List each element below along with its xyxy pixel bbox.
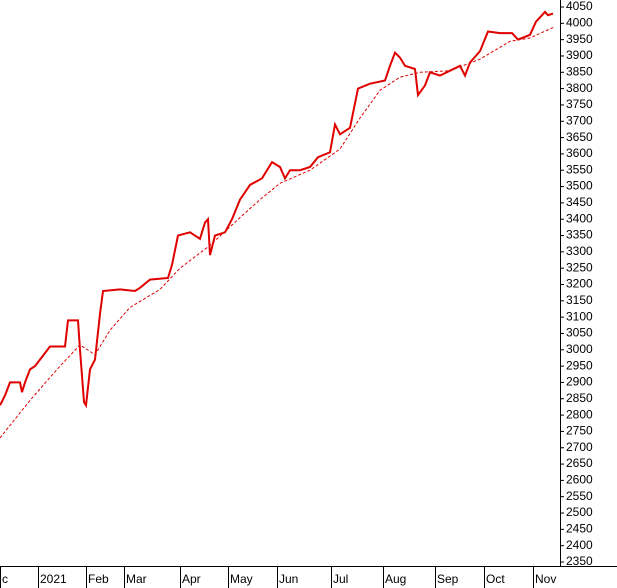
y-tick-label: 3450	[566, 195, 593, 209]
y-tick-label: 3400	[566, 211, 593, 225]
y-tick-label: 2700	[566, 440, 593, 454]
price-line	[0, 10, 554, 409]
y-tick-label: 2350	[566, 554, 593, 568]
x-tick-label: Apr	[182, 572, 201, 586]
y-tick-label: 3250	[566, 260, 593, 274]
y-tick-label: 3800	[566, 81, 593, 95]
y-tick-label: 2800	[566, 407, 593, 421]
y-tick-label: 2550	[566, 489, 593, 503]
y-tick-label: 3000	[566, 342, 593, 356]
y-tick-label: 3750	[566, 97, 593, 111]
y-tick-label: 2750	[566, 424, 593, 438]
y-tick-label: 3900	[566, 48, 593, 62]
y-tick-label: 3050	[566, 326, 593, 340]
x-tick-label: May	[230, 572, 253, 586]
y-tick-label: 3150	[566, 293, 593, 307]
y-tick-label: 3100	[566, 309, 593, 323]
x-tick-label: Aug	[385, 572, 406, 586]
y-tick-label: 2500	[566, 505, 593, 519]
y-tick-label: 3200	[566, 277, 593, 291]
y-tick-label: 3850	[566, 64, 593, 78]
y-tick-label: 2400	[566, 538, 593, 552]
x-tick-label: c	[2, 572, 8, 586]
x-tick-label: Jul	[333, 572, 348, 586]
y-tick-label: 4000	[566, 15, 593, 29]
y-tick-label: 2850	[566, 391, 593, 405]
x-tick-label: Mar	[126, 572, 147, 586]
y-tick-label: 2650	[566, 456, 593, 470]
x-tick-label: Nov	[535, 572, 556, 586]
y-tick-label: 2600	[566, 473, 593, 487]
y-tick-label: 3300	[566, 244, 593, 258]
y-tick-label: 3700	[566, 113, 593, 127]
y-tick-label: 2950	[566, 358, 593, 372]
y-tick-label: 3950	[566, 32, 593, 46]
y-tick-label: 2450	[566, 522, 593, 536]
y-tick-label: 3350	[566, 228, 593, 242]
x-tick-label: Jun	[279, 572, 298, 586]
average-line	[0, 26, 556, 439]
y-tick-label: 3600	[566, 146, 593, 160]
y-tick-label: 4050	[566, 0, 593, 13]
x-tick-label: Feb	[88, 572, 109, 586]
y-tick-label: 3650	[566, 130, 593, 144]
x-tick-label: Oct	[486, 572, 505, 586]
y-tick-label: 3550	[566, 162, 593, 176]
x-tick-label: Sep	[437, 572, 459, 586]
y-tick-label: 3500	[566, 179, 593, 193]
x-tick-label: 2021	[40, 572, 67, 586]
y-tick-label: 2900	[566, 375, 593, 389]
